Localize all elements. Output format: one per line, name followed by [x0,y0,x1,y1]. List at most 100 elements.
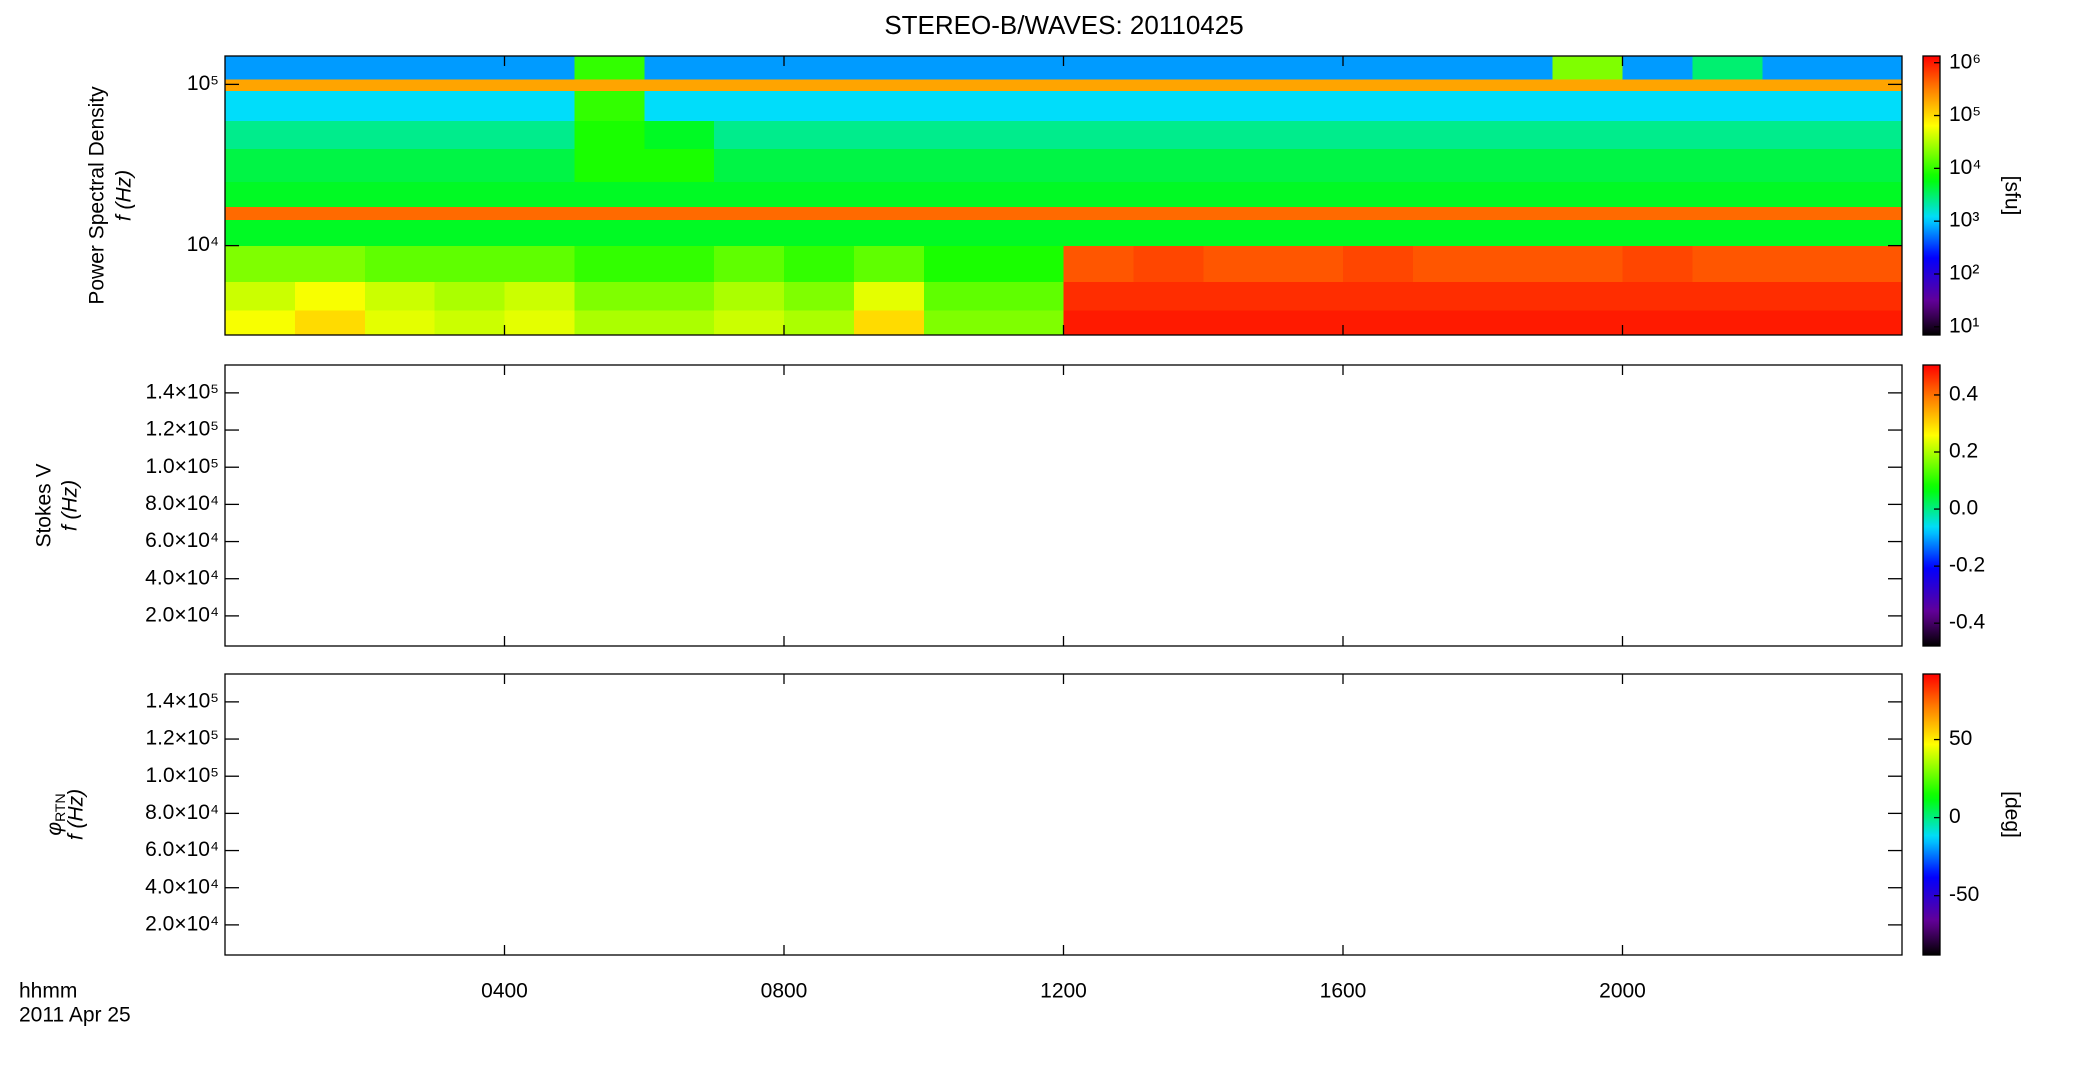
heatmap-cell [714,219,785,247]
heatmap-cell [574,79,645,91]
y-tick-label: 1.4×10⁵ [145,380,219,403]
x-label: hhmm [19,980,77,1003]
heatmap-cell [1762,309,1833,336]
heatmap-cell [853,245,925,282]
heatmap-cell [1273,120,1344,150]
heatmap-cell [784,90,855,121]
heatmap-cell [1343,79,1414,91]
heatmap-cell [1063,90,1134,121]
heatmap-cell [1552,120,1624,150]
heatmap-cell [1063,219,1134,247]
colorbar-tick-label: -0.4 [1949,611,1986,634]
heatmap-cell [1482,181,1554,208]
heatmap-cell [853,181,925,208]
heatmap-cell [225,245,296,282]
heatmap-cell [923,206,995,221]
y-tick-label: 10⁵ [187,72,219,95]
heatmap-cell [1832,309,1903,336]
heatmap-cell [1133,309,1204,336]
heatmap-cell [1482,219,1554,247]
heatmap-cell [504,281,575,311]
y-tick-label: 2.0×10⁴ [145,912,219,935]
heatmap-cell [1273,206,1344,221]
heatmap-cell [294,245,366,282]
plot-frame [224,673,1903,956]
colorbar-tick-label: -0.2 [1949,554,1985,577]
y-label: Power Spectral Density [86,86,109,305]
heatmap-cell [1133,120,1204,150]
heatmap-cell [644,219,715,247]
heatmap-cell [1203,219,1274,247]
heatmap-cell [1063,281,1134,311]
heatmap-cell [1692,219,1763,247]
heatmap-cell [364,206,436,221]
heatmap-cell [784,148,855,183]
heatmap-cell [225,206,296,221]
heatmap-cell [364,148,436,183]
heatmap-cell [574,281,645,311]
x-tick-label: 1600 [1320,980,1367,1003]
heatmap-cell [1622,90,1693,121]
colorbar-tick-label: 0.0 [1949,497,1978,520]
heatmap-cell [1203,245,1274,282]
heatmap-cell [1203,206,1274,221]
heatmap-cell [225,309,296,336]
heatmap-cell [714,79,785,91]
heatmap-cell [1832,245,1903,282]
heatmap-cell [923,309,995,336]
heatmap-cell [1412,309,1484,336]
heatmap-cell [993,206,1065,221]
heatmap-cell [853,79,925,91]
heatmap-cell [1622,56,1693,80]
heatmap-cell [923,245,995,282]
heatmap-cell [923,79,995,91]
heatmap-cell [644,281,715,311]
heatmap-cell [225,56,296,80]
heatmap-cell [1133,206,1204,221]
colorbar-label: [deg] [2000,791,2023,838]
heatmap-cell [1133,219,1204,247]
heatmap-cell [1412,219,1484,247]
heatmap-cell [853,309,925,336]
heatmap-cell [1832,281,1903,311]
heatmap-cell [1203,79,1274,91]
x-tick-label: 2000 [1599,980,1646,1003]
heatmap-cell [993,309,1065,336]
heatmap-cell [294,148,366,183]
colorbar-tick-label: -50 [1949,883,1979,906]
heatmap-cell [993,120,1065,150]
heatmap-cell [1832,148,1903,183]
heatmap-cell [1552,245,1624,282]
heatmap-cell [1482,309,1554,336]
heatmap-cell [225,90,296,121]
heatmap-cell [1622,148,1693,183]
heatmap-cell [923,148,995,183]
heatmap-cell [1133,181,1204,208]
y-tick-label: 6.0×10⁴ [145,529,219,552]
heatmap-cell [1063,309,1134,336]
date-label: 2011 Apr 25 [19,1004,131,1027]
heatmap-cell [1343,148,1414,183]
heatmap-cell [1273,245,1344,282]
heatmap-cell [1692,79,1763,91]
heatmap-cell [225,148,296,183]
heatmap-cell [1063,245,1134,282]
heatmap-cell [1482,245,1554,282]
heatmap-cell [1552,309,1624,336]
heatmap-cell [434,120,506,150]
heatmap-cell [294,181,366,208]
heatmap-cell [1622,79,1693,91]
heatmap-cell [993,181,1065,208]
y-label-unit: f (Hz) [59,480,82,531]
colorbar [1922,364,1941,647]
y-tick-label: 4.0×10⁴ [145,566,219,589]
y-label: Stokes V [33,463,56,547]
heatmap-cell [714,206,785,221]
heatmap-cell [1412,281,1484,311]
chart-title: STEREO-B/WAVES: 20110425 [884,10,1243,40]
heatmap-cell [644,206,715,221]
heatmap-cell [294,56,366,80]
heatmap-cell [853,90,925,121]
heatmap-cell [784,79,855,91]
